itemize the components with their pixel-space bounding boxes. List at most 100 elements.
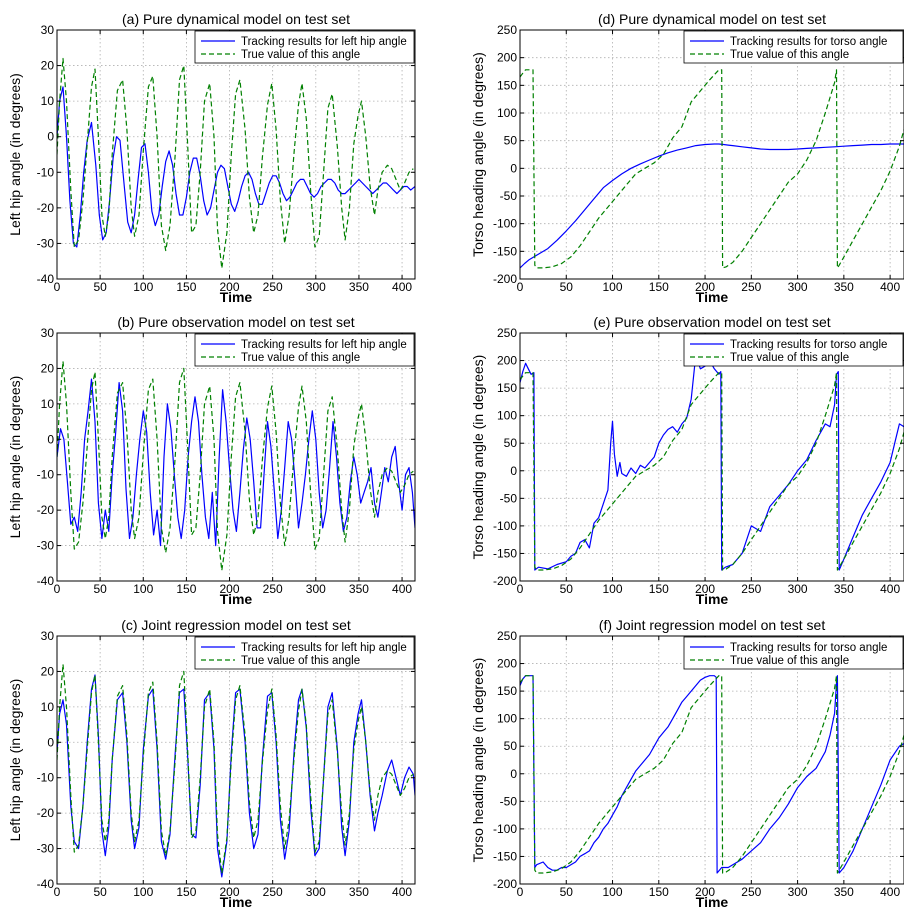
y-axis-label-c: Left hip angle (in degrees) xyxy=(7,679,23,842)
xtick-label-a-5: 250 xyxy=(263,280,283,294)
xtick-label-d-1: 50 xyxy=(560,280,574,294)
ytick-label-f-9: 250 xyxy=(497,629,517,643)
tracking-line-d xyxy=(520,143,904,269)
ytick-label-a-0: -40 xyxy=(37,272,55,286)
xtick-label-b-1: 50 xyxy=(93,582,107,596)
chart-a: 0 50 100 150 200 250 300 350 400 -40 -30 -20 -10 0 10 2… xyxy=(7,11,416,305)
xtick-label-b-4: 200 xyxy=(220,582,240,596)
ytick-label-f-6: 100 xyxy=(497,712,517,726)
axes-frame-b xyxy=(56,332,416,582)
xtick-label-b-2: 100 xyxy=(133,582,153,596)
xtick-label-e-7: 350 xyxy=(834,582,854,596)
plot-area-b xyxy=(57,360,415,572)
ytick-label-e-4: 0 xyxy=(510,464,517,478)
ytick-label-f-0: -200 xyxy=(493,877,517,891)
xtick-label-f-4: 200 xyxy=(695,885,715,899)
chart-title-a: (a) Pure dynamical model on test set xyxy=(122,11,350,27)
legend-box-a xyxy=(194,30,415,64)
tracking-line-c xyxy=(57,674,415,878)
ytick-label-e-1: -150 xyxy=(493,546,517,560)
ytick-label-b-0: -40 xyxy=(37,574,55,588)
xtick-label-a-7: 350 xyxy=(349,280,369,294)
ytick-label-c-2: -20 xyxy=(37,806,55,820)
legend-label-truth-a: True value of this angle xyxy=(241,49,360,61)
xtick-label-f-3: 150 xyxy=(649,885,669,899)
ytick-label-e-3: -50 xyxy=(500,491,518,505)
ytick-label-f-7: 150 xyxy=(497,684,517,698)
xtick-label-a-0: 0 xyxy=(54,280,61,294)
chart-b: 0 50 100 150 200 250 300 350 400 -40 -30 -20 -10 0 10 2… xyxy=(7,314,416,607)
xtick-label-b-3: 150 xyxy=(176,582,196,596)
xtick-label-d-5: 250 xyxy=(741,280,761,294)
chart-f: 0 50 100 150 200 250 300 350 400 -200 -150 -100 -50 0… xyxy=(470,617,904,909)
xtick-label-d-4: 200 xyxy=(695,280,715,294)
xtick-label-e-1: 50 xyxy=(560,582,574,596)
xtick-label-a-2: 100 xyxy=(133,280,153,294)
xtick-label-c-7: 350 xyxy=(349,885,369,899)
y-axis-label-a: Left hip angle (in degrees) xyxy=(7,73,23,236)
xtick-label-b-7: 350 xyxy=(349,582,369,596)
xtick-label-e-2: 100 xyxy=(603,582,623,596)
xtick-label-b-0: 0 xyxy=(54,582,61,596)
ytick-label-f-2: -100 xyxy=(493,822,517,836)
ytick-label-d-2: -100 xyxy=(493,217,517,231)
ytick-label-b-4: 0 xyxy=(47,432,54,446)
truth-line-e xyxy=(520,372,904,571)
legend-label-truth-c: True value of this angle xyxy=(241,655,360,667)
y-axis-label-e: Torso heading angle (in degrees) xyxy=(470,355,486,560)
ytick-label-d-8: 200 xyxy=(497,51,517,65)
x-axis-label-f: Time xyxy=(696,894,729,909)
legend-label-truth-f: True value of this angle xyxy=(730,655,849,667)
ytick-label-d-3: -50 xyxy=(500,189,518,203)
ytick-label-d-1: -150 xyxy=(493,244,517,258)
chart-title-d: (d) Pure dynamical model on test set xyxy=(598,11,826,27)
chart-d: 0 50 100 150 200 250 300 350 400 -200 -150 -100 -50 0… xyxy=(470,11,904,305)
truth-line-b xyxy=(57,360,414,572)
xtick-label-c-4: 200 xyxy=(220,885,240,899)
ytick-label-e-6: 100 xyxy=(497,409,517,423)
legend-label-tracking-c: Tracking results for left hip angle xyxy=(241,642,407,654)
x-axis-label-a: Time xyxy=(220,289,253,305)
chart-c: 0 50 100 150 200 250 300 350 400 -40 -30 -20 -10 0 10 2… xyxy=(7,617,416,909)
ytick-label-a-5: 10 xyxy=(41,94,55,108)
ytick-label-c-1: -30 xyxy=(37,842,55,856)
tracking-line-a xyxy=(57,86,415,248)
legend-label-truth-e: True value of this angle xyxy=(730,352,849,364)
xtick-label-d-6: 300 xyxy=(788,280,808,294)
ytick-label-d-5: 50 xyxy=(504,134,518,148)
ytick-label-f-4: 0 xyxy=(510,767,517,781)
ytick-label-f-8: 200 xyxy=(497,657,517,671)
plot-area-c xyxy=(57,663,415,878)
legend-label-tracking-d: Tracking results for torso angle xyxy=(730,36,887,48)
legend-label-tracking-b: Tracking results for left hip angle xyxy=(241,339,407,351)
legend-box-e xyxy=(683,333,904,367)
xtick-label-d-7: 350 xyxy=(834,280,854,294)
legend-label-tracking-a: Tracking results for left hip angle xyxy=(241,36,407,48)
ytick-label-c-3: -10 xyxy=(37,771,55,785)
ytick-label-a-1: -30 xyxy=(37,236,55,250)
xtick-label-e-3: 150 xyxy=(649,582,669,596)
axes-frame-f xyxy=(519,635,904,885)
xtick-label-d-0: 0 xyxy=(517,280,524,294)
ytick-label-d-9: 250 xyxy=(497,23,517,37)
legend-box-b xyxy=(194,333,415,367)
ytick-label-f-1: -150 xyxy=(493,849,517,863)
ytick-label-a-3: -10 xyxy=(37,165,55,179)
xtick-label-b-5: 250 xyxy=(263,582,283,596)
ytick-label-b-3: -10 xyxy=(37,468,55,482)
ytick-label-c-6: 20 xyxy=(41,664,55,678)
legend-box-d xyxy=(683,30,904,64)
chart-e: 0 50 100 150 200 250 300 350 400 -200 -150 -100 -50 0… xyxy=(470,314,904,607)
xtick-label-e-0: 0 xyxy=(517,582,524,596)
axes-frame-c xyxy=(56,635,416,885)
chart-title-b: (b) Pure observation model on test set xyxy=(117,314,354,330)
y-axis-label-f: Torso heading angle (in degrees) xyxy=(470,658,486,863)
ytick-label-a-6: 20 xyxy=(41,59,55,73)
axes-frame-e xyxy=(519,332,904,582)
legend-box-c xyxy=(194,636,415,670)
xtick-label-f-2: 100 xyxy=(603,885,623,899)
x-axis-label-c: Time xyxy=(220,894,253,909)
xtick-label-f-6: 300 xyxy=(788,885,808,899)
ytick-label-a-4: 0 xyxy=(47,130,54,144)
